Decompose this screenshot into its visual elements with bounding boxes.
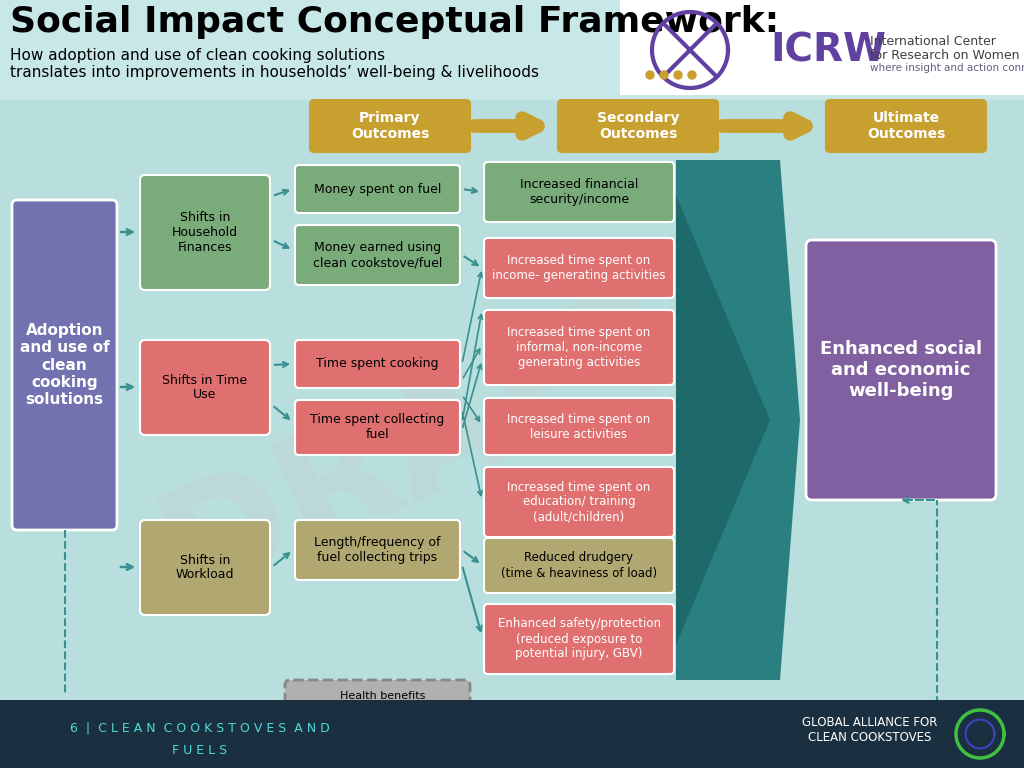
Text: Primary
Outcomes: Primary Outcomes — [351, 111, 429, 141]
Text: Secondary
Outcomes: Secondary Outcomes — [597, 111, 679, 141]
Text: for Research on Women: for Research on Women — [870, 49, 1020, 62]
FancyBboxPatch shape — [295, 340, 460, 388]
Text: translates into improvements in households’ well-being & livelihoods: translates into improvements in househol… — [10, 65, 539, 80]
FancyBboxPatch shape — [295, 165, 460, 213]
FancyBboxPatch shape — [12, 200, 117, 530]
Text: GLOBAL ALLIANCE FOR
CLEAN COOKSTOVES: GLOBAL ALLIANCE FOR CLEAN COOKSTOVES — [803, 716, 938, 744]
FancyBboxPatch shape — [484, 467, 674, 537]
FancyBboxPatch shape — [484, 310, 674, 385]
Polygon shape — [676, 160, 800, 680]
Polygon shape — [676, 195, 770, 645]
Text: Ultimate
Outcomes: Ultimate Outcomes — [866, 111, 945, 141]
FancyBboxPatch shape — [295, 400, 460, 455]
FancyBboxPatch shape — [484, 162, 674, 222]
Circle shape — [660, 71, 668, 79]
FancyBboxPatch shape — [295, 520, 460, 580]
FancyBboxPatch shape — [140, 175, 270, 290]
FancyBboxPatch shape — [140, 340, 270, 435]
Text: DRAFT: DRAFT — [139, 252, 720, 628]
FancyBboxPatch shape — [558, 100, 718, 152]
FancyBboxPatch shape — [484, 604, 674, 674]
Text: How adoption and use of clean cooking solutions: How adoption and use of clean cooking so… — [10, 48, 385, 63]
Text: Money spent on fuel: Money spent on fuel — [313, 183, 441, 196]
FancyBboxPatch shape — [285, 680, 470, 735]
Text: Increased time spent on
education/ training
(adult/children): Increased time spent on education/ train… — [507, 481, 650, 524]
FancyBboxPatch shape — [484, 398, 674, 455]
Text: 6  |  C L E A N  C O O K S T O V E S  A N D: 6 | C L E A N C O O K S T O V E S A N D — [70, 721, 330, 734]
Text: Health
benefits: Health benefits — [912, 729, 963, 756]
Text: Increased time spent on
income- generating activities: Increased time spent on income- generati… — [493, 254, 666, 282]
FancyBboxPatch shape — [140, 520, 270, 615]
Text: International Center: International Center — [870, 35, 996, 48]
Text: Shifts in
Household
Finances: Shifts in Household Finances — [172, 211, 238, 254]
Text: Social Impact Conceptual Framework:: Social Impact Conceptual Framework: — [10, 5, 779, 39]
Circle shape — [688, 71, 696, 79]
FancyBboxPatch shape — [880, 715, 990, 768]
FancyBboxPatch shape — [484, 538, 674, 593]
Text: where insight and action connect: where insight and action connect — [870, 63, 1024, 73]
Text: ICRW: ICRW — [770, 31, 886, 69]
FancyBboxPatch shape — [826, 100, 986, 152]
Text: Shifts in Time
Use: Shifts in Time Use — [163, 373, 248, 402]
Text: Increased financial
security/income: Increased financial security/income — [520, 178, 638, 206]
Bar — [620, 0, 1024, 95]
Text: Increased time spent on
leisure activities: Increased time spent on leisure activiti… — [507, 412, 650, 441]
Text: Time spent collecting
fuel: Time spent collecting fuel — [310, 413, 444, 442]
Text: Enhanced safety/protection
(reduced exposure to
potential injury, GBV): Enhanced safety/protection (reduced expo… — [498, 617, 660, 660]
FancyBboxPatch shape — [484, 238, 674, 298]
FancyBboxPatch shape — [295, 225, 460, 285]
FancyBboxPatch shape — [310, 100, 470, 152]
Circle shape — [674, 71, 682, 79]
Text: Shifts in
Workload: Shifts in Workload — [176, 554, 234, 581]
Text: Reduced drudgery
(time & heaviness of load): Reduced drudgery (time & heaviness of lo… — [501, 551, 657, 580]
Text: F U E L S: F U E L S — [172, 743, 227, 756]
FancyBboxPatch shape — [806, 240, 996, 500]
Text: Enhanced social
and economic
well-being: Enhanced social and economic well-being — [820, 340, 982, 400]
Text: Adoption
and use of
clean
cooking
solutions: Adoption and use of clean cooking soluti… — [19, 323, 110, 407]
Text: Time spent cooking: Time spent cooking — [316, 357, 438, 370]
Text: Health benefits
(reduced smoke exposure,
lower rates of accidents/burns): Health benefits (reduced smoke exposure,… — [296, 691, 469, 724]
Text: Length/frequency of
fuel collecting trips: Length/frequency of fuel collecting trip… — [314, 536, 440, 564]
Text: Money earned using
clean cookstove/fuel: Money earned using clean cookstove/fuel — [312, 241, 442, 269]
Bar — [0, 0, 1024, 100]
Text: Increased time spent on
informal, non-income
generating activities: Increased time spent on informal, non-in… — [507, 326, 650, 369]
Circle shape — [646, 71, 654, 79]
Bar — [0, 700, 1024, 768]
